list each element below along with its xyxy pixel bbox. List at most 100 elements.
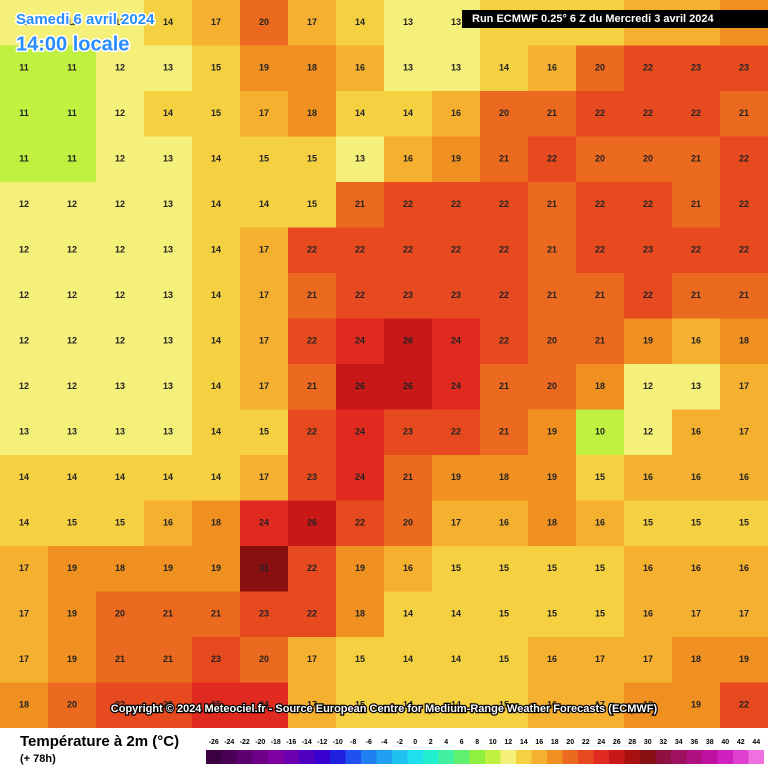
temperature-label: 14: [211, 381, 221, 391]
temperature-cell: [480, 409, 529, 456]
temperature-cell: [432, 318, 481, 365]
temperature-label: 22: [739, 245, 749, 255]
temperature-cell: [48, 546, 97, 592]
temperature-cell: [672, 136, 721, 183]
temperature-label: 20: [643, 154, 653, 164]
temperature-label: 19: [643, 336, 653, 346]
temperature-cell: [144, 682, 193, 729]
temperature-cell: [432, 591, 481, 638]
temperature-label: 17: [259, 290, 269, 300]
temperature-cell: [528, 273, 577, 319]
scale-swatch: [748, 750, 764, 764]
temperature-label: 19: [547, 427, 557, 437]
temperature-label: 15: [499, 563, 509, 573]
temperature-cell: [192, 364, 241, 410]
temperature-label: 14: [211, 199, 221, 209]
temperature-label: 14: [403, 609, 413, 619]
temperature-label: 16: [739, 472, 749, 482]
temperature-cell: [720, 227, 768, 274]
temperature-label: 12: [115, 199, 125, 209]
temperature-cell: [672, 546, 721, 592]
local-time: 14:00 locale: [16, 33, 129, 55]
temperature-label: 17: [739, 381, 749, 391]
temperature-cell: [192, 500, 241, 547]
temperature-cell: [384, 45, 433, 92]
temperature-cell: [384, 91, 433, 137]
temperature-cell: [288, 318, 337, 365]
temperature-cell: [336, 182, 385, 228]
temperature-cell: [432, 637, 481, 683]
temperature-label: 22: [355, 518, 365, 528]
temperature-label: 16: [547, 654, 557, 664]
temperature-label: 18: [307, 108, 317, 118]
temperature-label: 17: [259, 108, 269, 118]
temperature-cell: [528, 500, 577, 547]
temperature-cell: [240, 45, 289, 92]
temperature-cell: [144, 546, 193, 592]
temperature-cell: [0, 227, 49, 274]
temperature-label: 22: [643, 290, 653, 300]
temperature-cell: [192, 182, 241, 228]
temperature-label: 15: [691, 518, 701, 528]
temperature-cell: [528, 637, 577, 683]
temperature-cell: [48, 227, 97, 274]
temperature-label: 22: [307, 336, 317, 346]
temperature-cell: [624, 273, 673, 319]
temperature-cell: [624, 136, 673, 183]
temperature-cell: [432, 227, 481, 274]
scale-swatch: [593, 750, 609, 764]
temperature-cell: [288, 591, 337, 638]
temperature-label: 21: [355, 199, 365, 209]
temperature-label: 26: [307, 518, 317, 528]
scale-swatch: [423, 750, 439, 764]
temperature-cell: [144, 318, 193, 365]
temperature-label: 12: [19, 17, 29, 27]
temperature-label: 19: [739, 654, 749, 664]
temperature-cell: [336, 91, 385, 137]
temperature-cell: [480, 45, 529, 92]
temperature-label: 14: [211, 427, 221, 437]
temperature-label: 11: [19, 154, 29, 164]
temperature-cell: [576, 227, 625, 274]
temperature-cell: [96, 546, 145, 592]
temperature-label: 15: [595, 609, 605, 619]
temperature-cell: [384, 500, 433, 547]
temperature-label: 20: [403, 518, 413, 528]
temperature-label: 22: [643, 108, 653, 118]
temperature-cell: [288, 227, 337, 274]
temperature-label: 14: [19, 472, 29, 482]
temperature-cell: [288, 455, 337, 501]
temperature-label: 26: [403, 381, 413, 391]
temperature-label: 24: [451, 336, 461, 346]
scale-tick-label: -12: [317, 739, 327, 746]
temperature-cell: [144, 182, 193, 228]
scale-tick-label: -14: [302, 739, 312, 746]
temperature-label: 16: [595, 518, 605, 528]
temperature-cell: [528, 227, 577, 274]
temperature-label: 16: [499, 518, 509, 528]
temperature-cell: [624, 227, 673, 274]
temperature-label: 17: [739, 609, 749, 619]
temperature-label: 18: [307, 63, 317, 73]
scale-tick-label: -26: [209, 739, 219, 746]
temperature-label: 26: [355, 381, 365, 391]
temperature-label: 15: [595, 472, 605, 482]
temperature-cell: [528, 682, 577, 729]
temperature-cell: [96, 91, 145, 137]
temperature-cell: [576, 364, 625, 410]
temperature-cell: [336, 273, 385, 319]
temperature-label: 19: [691, 700, 701, 710]
temperature-label: 12: [115, 154, 125, 164]
temperature-cell: [720, 591, 768, 638]
scale-tick-label: 16: [535, 739, 543, 746]
temperature-cell: [432, 455, 481, 501]
temperature-label: 20: [595, 154, 605, 164]
colorbar: -26 -24 -22 -20 -18 -16 -14 -12 -10 -8 -6 -4 -2 0 2 4 6 8…: [206, 739, 764, 764]
temperature-cell: [672, 637, 721, 683]
temperature-label: 24: [451, 381, 461, 391]
scale-swatch: [330, 750, 346, 764]
temperature-label: 18: [739, 336, 749, 346]
temperature-cell: [432, 273, 481, 319]
temperature-cell: [528, 318, 577, 365]
temperature-cell: [192, 682, 241, 729]
